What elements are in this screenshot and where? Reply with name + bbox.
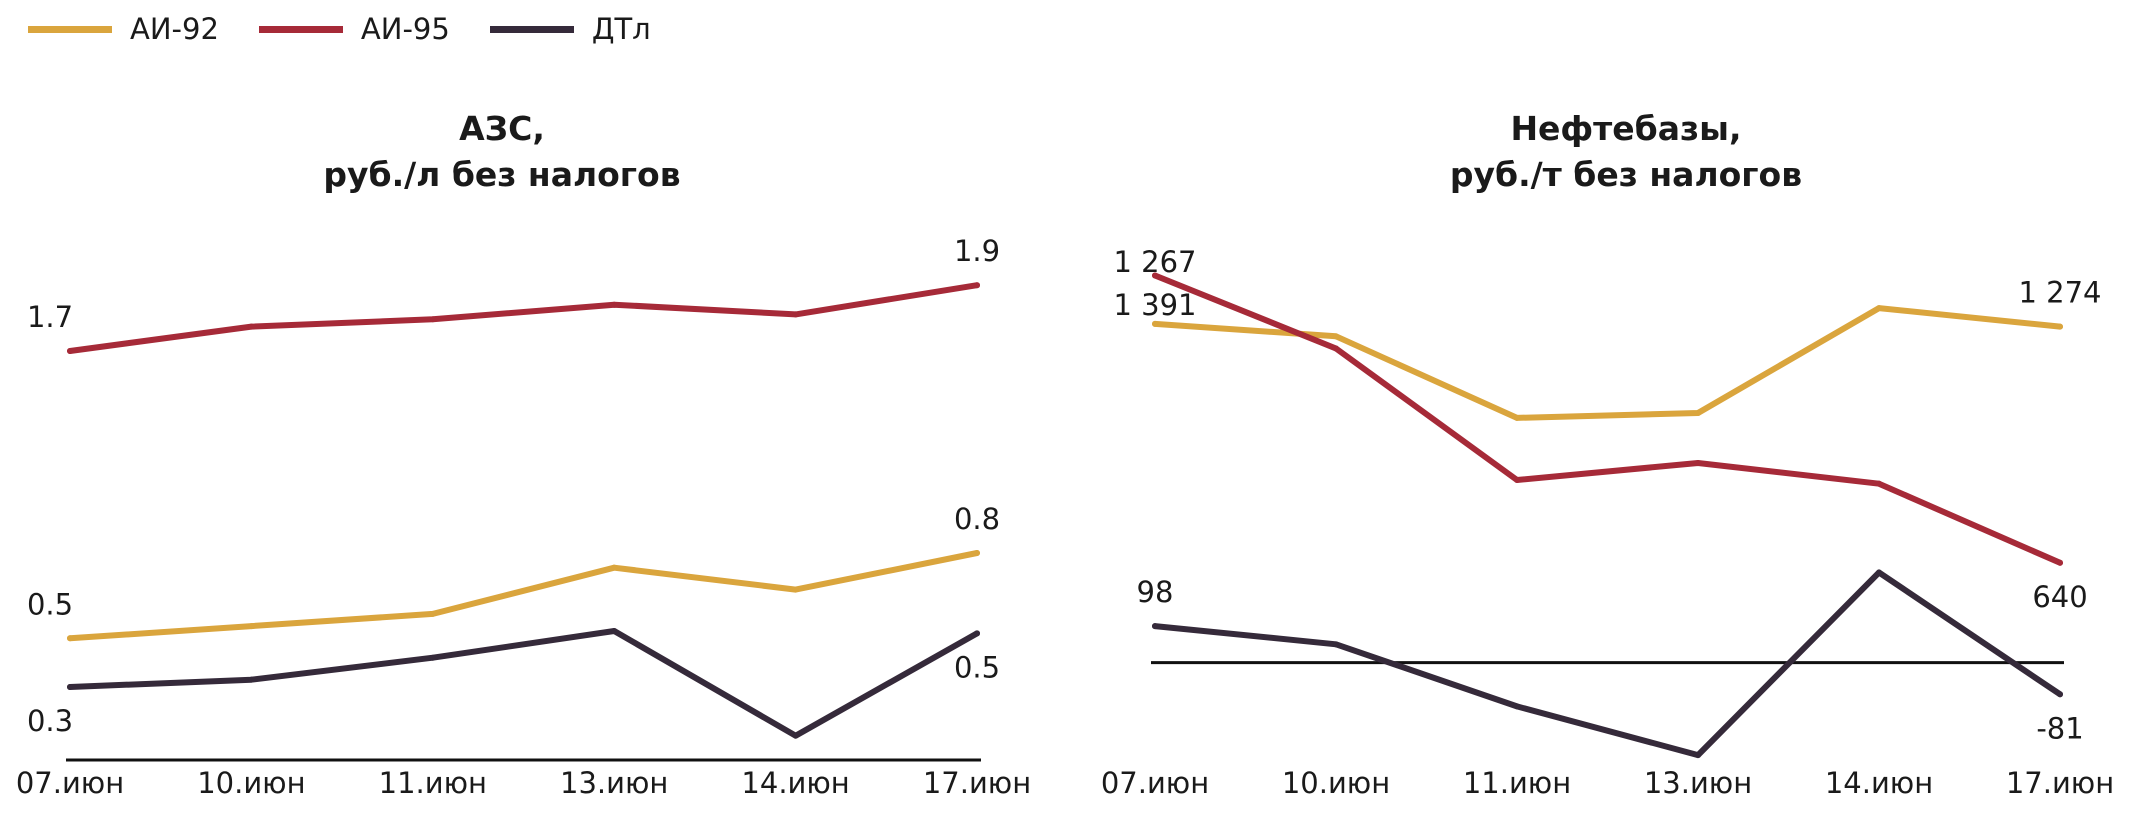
- legend-label-dtl: ДТл: [591, 12, 651, 46]
- neftebazy-data-label: -81: [2036, 711, 2083, 745]
- neftebazy-series-point-1: [1152, 272, 1158, 279]
- azs-series-point-2: [248, 676, 255, 683]
- azs-series-point-1: [67, 347, 73, 354]
- azs-data-label: 0.5: [954, 650, 1000, 684]
- neftebazy-data-label: 1 274: [2018, 276, 2101, 310]
- azs-series-point-0: [792, 586, 799, 593]
- azs-series-point-0: [67, 635, 73, 642]
- neftebazy-series-point-1: [1514, 477, 1520, 483]
- azs-series-point-0: [974, 550, 980, 557]
- neftebazy-x-tick-label: 14.июн: [1825, 766, 1933, 800]
- azs-series-point-0: [429, 610, 436, 617]
- neftebazy-series-point-2: [2057, 691, 2063, 698]
- azs-series-point-1: [611, 301, 618, 308]
- azs-series-point-2: [429, 654, 436, 661]
- legend-item-dtl[interactable]: ДТл: [489, 12, 651, 46]
- legend-swatch-ai92: [28, 25, 112, 33]
- azs-x-tick-label: 11.июн: [379, 766, 487, 800]
- neftebazy-series-point-2: [1876, 569, 1882, 576]
- chart-title-azs: АЗС, руб./л без налогов: [152, 106, 852, 198]
- neftebazy-series-line-2: [1152, 569, 2063, 759]
- azs-data-label: 1.7: [27, 300, 73, 334]
- neftebazy-series-point-2: [1514, 703, 1520, 710]
- azs-data-label: 0.8: [954, 502, 1000, 536]
- chart-title-azs-line2: руб./л без налогов: [323, 155, 681, 194]
- neftebazy-data-label: 98: [1137, 575, 1174, 609]
- legend: АИ-92 АИ-95 ДТл: [28, 12, 651, 46]
- azs-series-point-2: [611, 627, 618, 634]
- neftebazy-x-tick-label: 07.июн: [1101, 766, 1209, 800]
- azs-series-line-2: [67, 628, 980, 739]
- neftebazy-x-tick-label: 13.июн: [1644, 766, 1752, 800]
- azs-data-label: 0.5: [27, 587, 73, 621]
- chart-title-azs-line1: АЗС,: [459, 109, 545, 148]
- neftebazy-series-point-1: [1876, 480, 1882, 487]
- neftebazy-series-point-0: [1333, 333, 1339, 340]
- azs-x-tick-label: 07.июн: [16, 766, 124, 800]
- neftebazy-series-line-1: [1152, 272, 2063, 566]
- neftebazy-series-point-1: [1333, 345, 1339, 352]
- legend-label-ai95: АИ-95: [360, 12, 450, 46]
- neftebazy-series-point-0: [1152, 320, 1158, 327]
- azs-series-point-0: [611, 564, 618, 571]
- azs-series-point-2: [792, 732, 799, 739]
- neftebazy-series-point-0: [1695, 410, 1701, 417]
- neftebazy-series-line-0: [1152, 305, 2063, 421]
- azs-series-line-0: [67, 550, 980, 642]
- azs-series-point-1: [974, 282, 980, 289]
- azs-data-label: 1.9: [954, 234, 1000, 268]
- neftebazy-series-point-0: [2057, 323, 2063, 330]
- neftebazy-x-tick-label: 17.июн: [2006, 766, 2114, 800]
- azs-x-tick-label: 14.июн: [741, 766, 849, 800]
- azs-x-tick-label: 10.июн: [197, 766, 305, 800]
- azs-series-point-0: [248, 623, 255, 630]
- neftebazy-series-point-1: [1695, 459, 1701, 466]
- legend-label-ai92: АИ-92: [130, 12, 219, 46]
- neftebazy-data-label: 1 267: [1113, 245, 1196, 279]
- chart-title-neftebazy: Нефтебазы, руб./т без налогов: [1276, 106, 1976, 198]
- neftebazy-data-label: 640: [2032, 580, 2087, 614]
- neftebazy-series-point-2: [1695, 752, 1701, 759]
- neftebazy-series-point-0: [1514, 414, 1520, 421]
- azs-x-tick-label: 17.июн: [923, 766, 1031, 800]
- azs-series-point-1: [248, 323, 255, 330]
- neftebazy-x-tick-label: 11.июн: [1463, 766, 1571, 800]
- azs-series-point-2: [974, 630, 980, 637]
- azs-data-label: 0.3: [27, 704, 73, 738]
- legend-item-ai95[interactable]: АИ-95: [258, 12, 450, 46]
- neftebazy-series-point-2: [1333, 641, 1339, 648]
- chart-title-neftebazy-line2: руб./т без налогов: [1449, 155, 1803, 194]
- neftebazy-series-point-1: [2057, 559, 2063, 566]
- azs-series-point-1: [792, 311, 799, 318]
- neftebazy-series-point-2: [1152, 623, 1158, 630]
- neftebazy-series-point-0: [1876, 305, 1882, 312]
- azs-x-tick-label: 13.июн: [560, 766, 668, 800]
- legend-swatch-ai95: [258, 25, 343, 33]
- azs-series-line-1: [67, 282, 980, 354]
- neftebazy-data-label: 1 391: [1113, 288, 1196, 322]
- chart-title-neftebazy-line1: Нефтебазы,: [1510, 109, 1742, 148]
- legend-item-ai92[interactable]: АИ-92: [28, 12, 219, 46]
- azs-series-point-2: [67, 683, 73, 690]
- neftebazy-x-tick-label: 10.июн: [1282, 766, 1390, 800]
- azs-series-point-1: [429, 316, 436, 323]
- legend-swatch-dtl: [489, 25, 574, 33]
